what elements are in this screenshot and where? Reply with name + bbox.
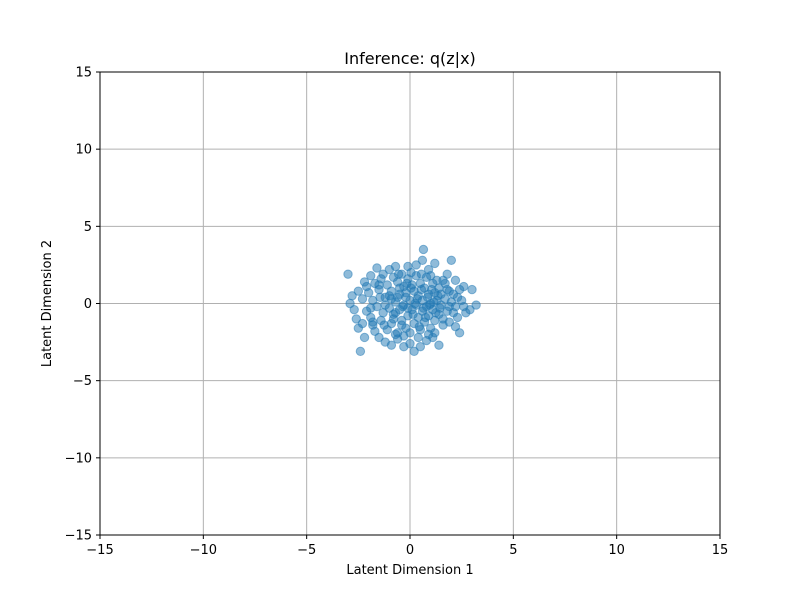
data-point	[444, 301, 454, 312]
data-point	[471, 300, 481, 310]
data-point	[418, 303, 429, 313]
data-point	[359, 277, 370, 287]
data-point	[415, 342, 426, 352]
data-point	[394, 283, 405, 293]
data-point	[399, 331, 409, 341]
x-tick-label: −10	[190, 543, 217, 558]
x-tick-label: 15	[712, 543, 729, 558]
data-point	[416, 269, 427, 279]
data-point	[450, 321, 461, 332]
data-point	[370, 326, 380, 336]
data-point	[413, 332, 423, 343]
data-point	[417, 255, 428, 265]
data-point	[452, 292, 463, 303]
x-tick-label: −5	[297, 543, 316, 558]
data-point	[452, 312, 463, 323]
data-point	[393, 269, 404, 279]
x-axis-label: Latent Dimension 1	[346, 563, 473, 578]
data-point	[427, 284, 437, 295]
data-point	[375, 292, 385, 303]
data-point	[408, 309, 418, 320]
y-tick-label: 10	[75, 143, 92, 158]
data-point	[434, 340, 444, 350]
data-point	[418, 244, 429, 255]
data-point	[405, 338, 415, 349]
data-point	[435, 303, 445, 313]
x-tick-label: 10	[608, 543, 625, 558]
data-point	[372, 263, 382, 273]
y-tick-label: 0	[84, 297, 92, 312]
data-point	[357, 318, 368, 329]
data-point	[351, 314, 361, 324]
data-point	[444, 317, 454, 327]
y-axis-label: Latent Dimension 2	[40, 240, 55, 367]
data-point	[357, 294, 368, 304]
data-point	[425, 271, 436, 281]
data-point	[363, 287, 374, 298]
data-point	[442, 284, 452, 295]
data-point	[467, 284, 477, 295]
y-tick-label: 5	[84, 220, 92, 235]
data-point	[420, 312, 431, 323]
data-point	[446, 255, 457, 265]
data-point	[454, 284, 465, 295]
data-point	[450, 275, 461, 286]
y-tick-label: −5	[73, 374, 92, 389]
data-point	[349, 304, 359, 315]
data-point	[409, 346, 419, 357]
data-point	[430, 258, 440, 269]
y-tick-label: −15	[65, 529, 92, 544]
data-point	[390, 261, 401, 272]
data-point	[368, 317, 378, 327]
data-point	[410, 298, 420, 309]
x-tick-label: 0	[406, 543, 414, 558]
data-point	[392, 292, 403, 303]
data-point	[411, 260, 421, 270]
y-tick-label: 15	[75, 66, 92, 81]
data-point	[438, 275, 448, 286]
y-tick-label: −10	[65, 451, 92, 466]
data-point	[406, 267, 416, 278]
data-point	[388, 314, 399, 324]
data-point	[380, 300, 390, 310]
data-point	[353, 286, 364, 296]
data-point	[343, 269, 353, 279]
axis-ticks: −15 −10 −5 0 5 10 15 −15 −10 −5 0 5 10 15	[65, 66, 729, 559]
data-point	[414, 321, 424, 332]
data-point	[398, 301, 408, 312]
data-point	[423, 329, 434, 340]
data-point	[384, 291, 395, 301]
data-point	[359, 332, 370, 343]
data-point	[397, 320, 407, 330]
x-tick-label: −15	[86, 543, 113, 558]
data-points	[343, 244, 481, 357]
x-tick-label: 5	[509, 543, 517, 558]
data-point	[366, 303, 376, 313]
data-point	[429, 297, 439, 307]
data-point	[416, 284, 427, 295]
data-point	[366, 271, 376, 281]
data-point	[379, 320, 389, 330]
data-point	[355, 346, 366, 357]
data-point	[374, 280, 384, 290]
data-point	[459, 301, 469, 312]
chart-title: Inference: q(z|x)	[344, 49, 476, 68]
data-point	[386, 340, 397, 350]
data-point	[402, 278, 412, 289]
data-point	[390, 329, 401, 340]
